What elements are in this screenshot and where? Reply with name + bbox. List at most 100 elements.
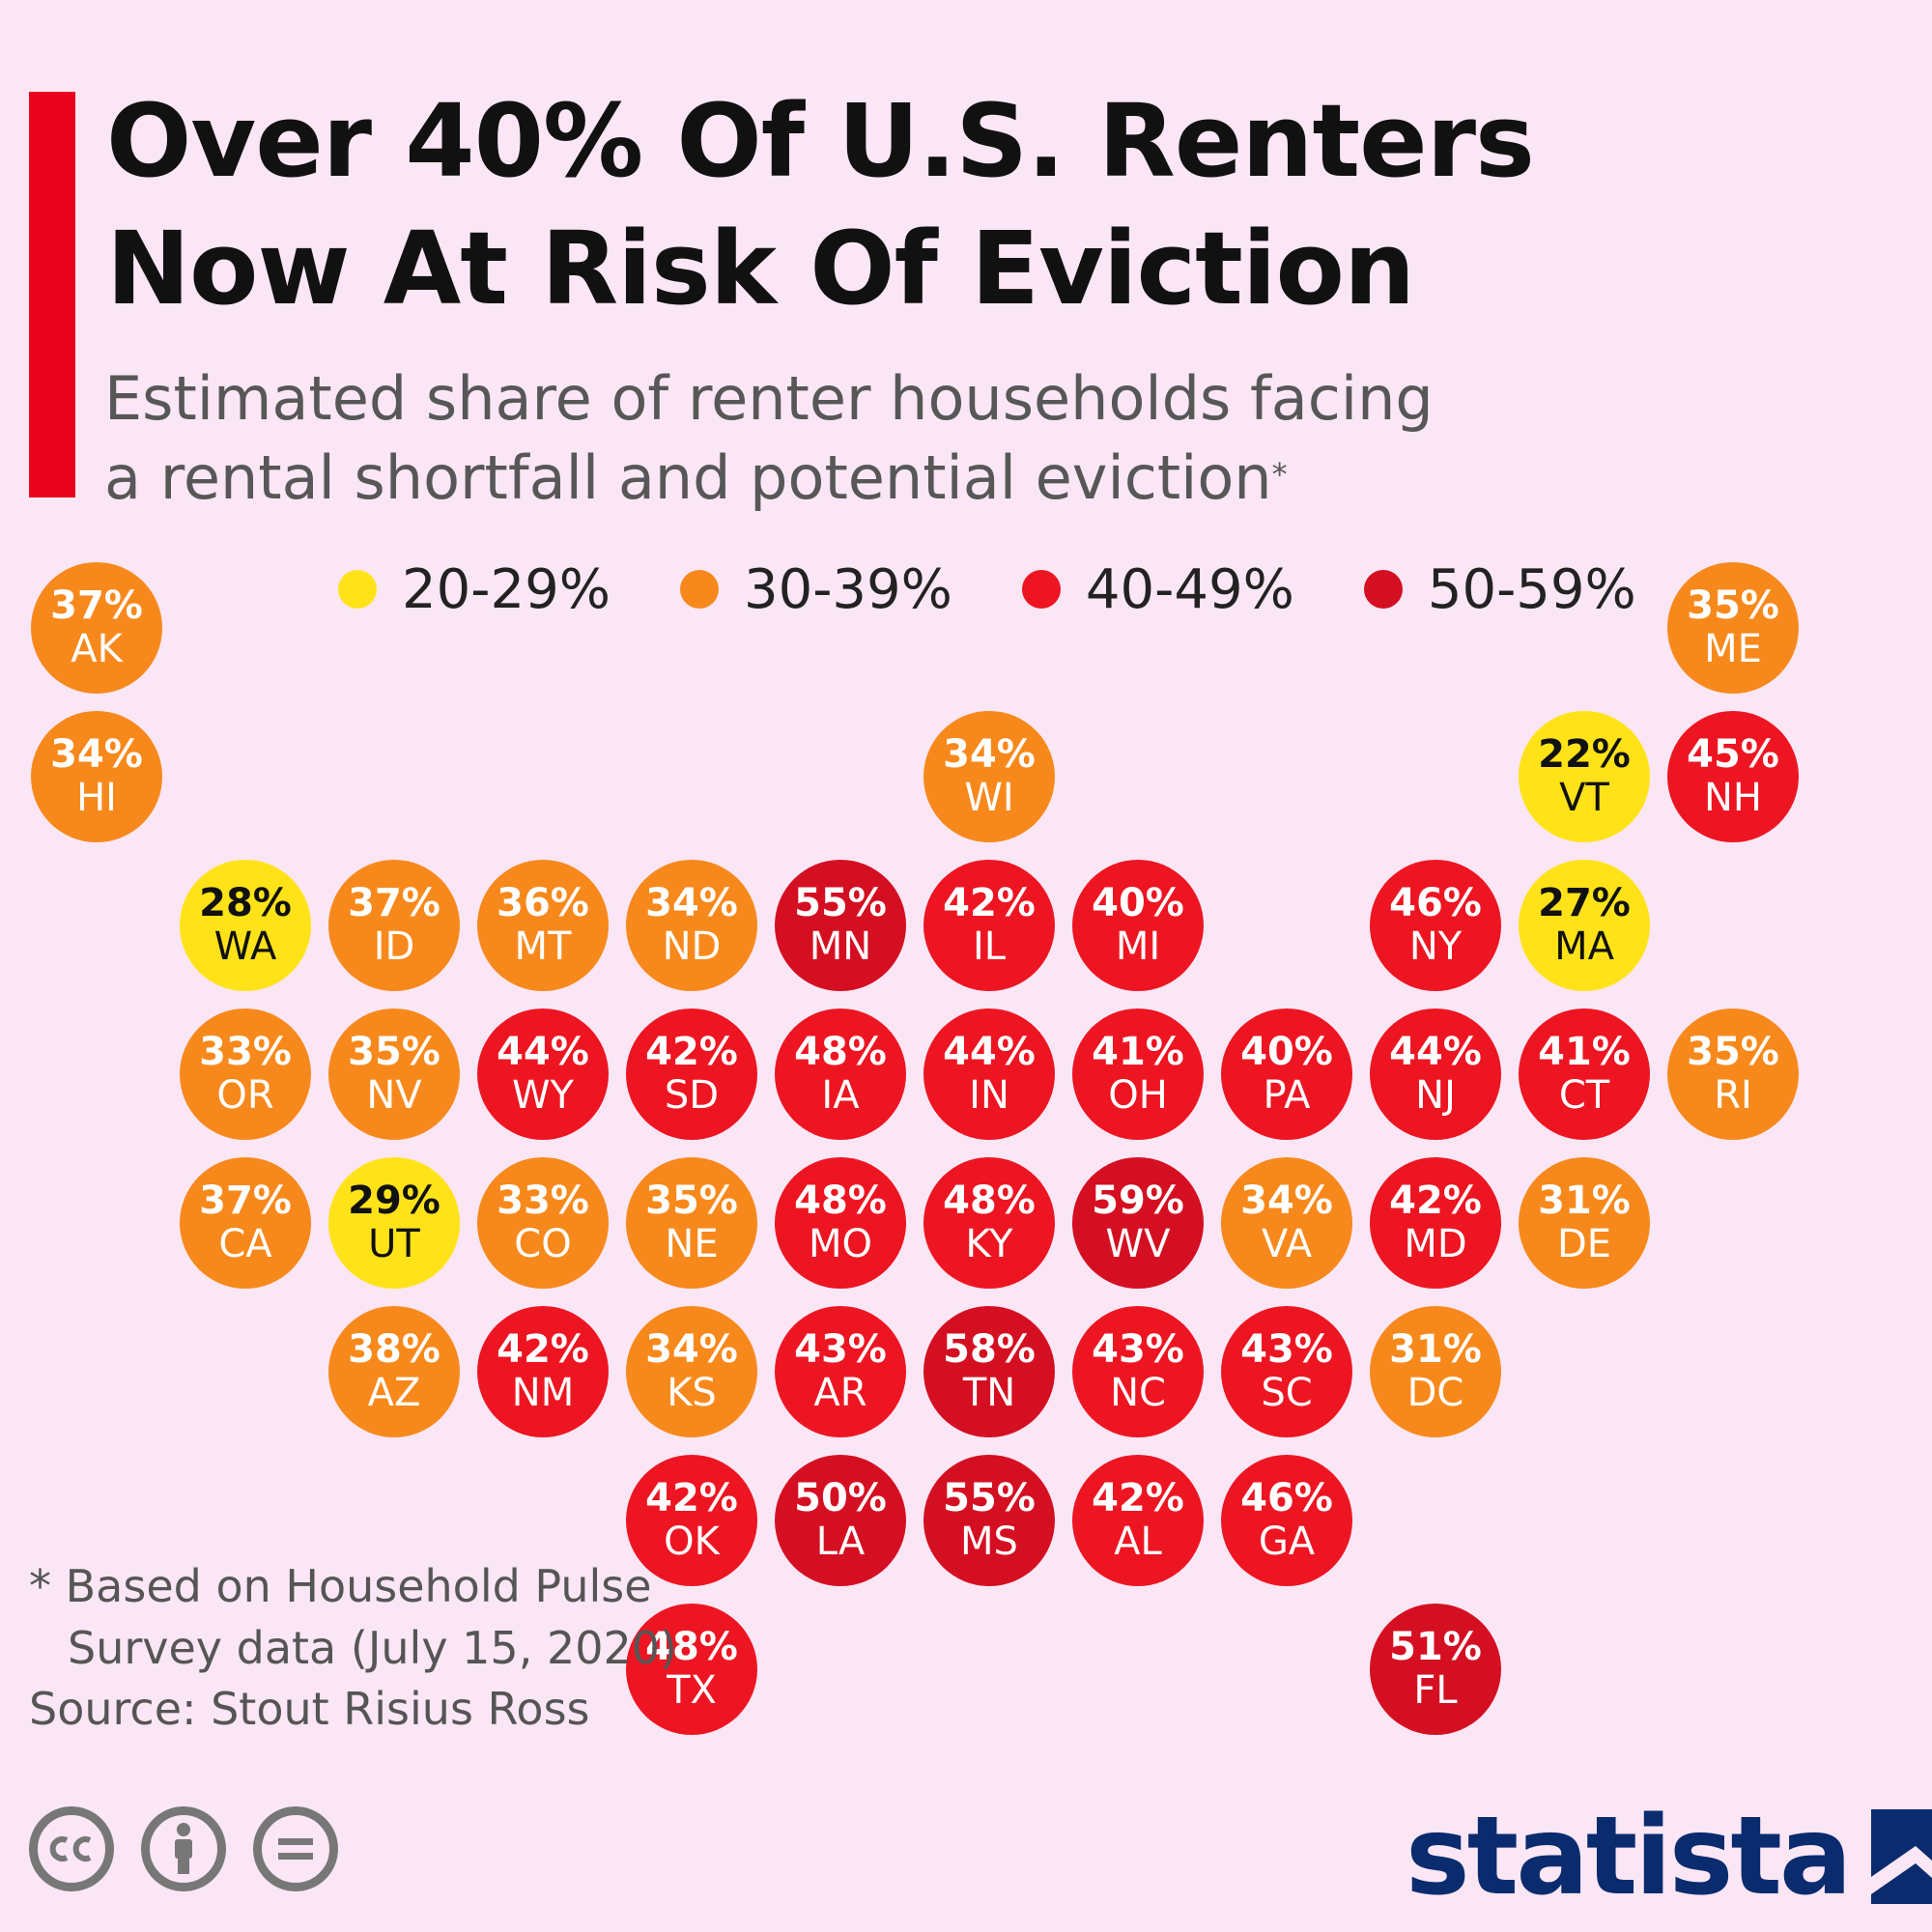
title-line-1: Over 40% Of U.S. Renters <box>106 82 1535 200</box>
state-tile-ri: 35% RI <box>1667 1009 1799 1140</box>
state-tile-vt: 22% VT <box>1519 711 1650 842</box>
state-value: 44% <box>497 1030 589 1074</box>
state-tile-ok: 42% OK <box>626 1455 757 1586</box>
state-value: 34% <box>645 1327 738 1372</box>
legend-dot-50-59 <box>1363 570 1403 609</box>
subtitle: Estimated share of renter households fac… <box>104 359 1434 518</box>
state-value: 46% <box>1240 1476 1333 1520</box>
state-tile-me: 35% ME <box>1667 562 1799 694</box>
state-tile-oh: 41% OH <box>1072 1009 1204 1140</box>
state-tile-nh: 45% NH <box>1667 711 1799 842</box>
state-tile-nd: 34% ND <box>626 860 757 991</box>
state-value: 46% <box>1389 881 1482 925</box>
state-tile-tn: 58% TN <box>923 1306 1055 1437</box>
state-abbr: CT <box>1558 1073 1610 1118</box>
state-value: 42% <box>1092 1476 1184 1520</box>
no-derivatives-icon[interactable] <box>253 1806 338 1891</box>
state-value: 37% <box>348 881 440 925</box>
state-abbr: AL <box>1114 1520 1162 1564</box>
state-value: 48% <box>794 1030 887 1074</box>
state-value: 35% <box>645 1179 738 1223</box>
state-abbr: UT <box>368 1222 420 1266</box>
state-value: 42% <box>943 881 1036 925</box>
attribution-icon[interactable] <box>141 1806 226 1891</box>
state-tile-or: 33% OR <box>180 1009 311 1140</box>
state-value: 42% <box>497 1327 589 1372</box>
state-tile-ar: 43% AR <box>775 1306 906 1437</box>
state-value: 58% <box>943 1327 1036 1372</box>
state-value: 37% <box>50 583 143 628</box>
state-abbr: NE <box>665 1222 719 1266</box>
state-abbr: NJ <box>1415 1073 1456 1118</box>
state-tile-id: 37% ID <box>328 860 460 991</box>
state-abbr: OH <box>1108 1073 1168 1118</box>
state-abbr: VT <box>1559 776 1609 820</box>
state-tile-de: 31% DE <box>1519 1157 1650 1289</box>
state-tile-sd: 42% SD <box>626 1009 757 1140</box>
legend-item-40-49: 40-49% <box>1021 557 1294 621</box>
state-abbr: ME <box>1704 627 1762 671</box>
state-value: 37% <box>199 1179 292 1223</box>
state-abbr: MI <box>1115 924 1161 969</box>
state-value: 42% <box>1389 1179 1482 1223</box>
state-value: 45% <box>1687 732 1779 777</box>
state-abbr: WY <box>512 1073 574 1118</box>
state-abbr: AR <box>813 1371 867 1415</box>
state-tile-ia: 48% IA <box>775 1009 906 1140</box>
state-value: 28% <box>199 881 292 925</box>
state-value: 55% <box>943 1476 1036 1520</box>
state-abbr: SD <box>664 1073 720 1118</box>
subtitle-line-2: a rental shortfall and potential evictio… <box>104 439 1434 518</box>
state-tile-wi: 34% WI <box>923 711 1055 842</box>
state-tile-co: 33% CO <box>477 1157 609 1289</box>
state-tile-in: 44% IN <box>923 1009 1055 1140</box>
state-abbr: HI <box>76 776 117 820</box>
title-line-2: Now At Risk Of Eviction <box>106 210 1415 327</box>
state-tile-mn: 55% MN <box>775 860 906 991</box>
footnote-line-1: * Based on Household Pulse <box>29 1560 652 1612</box>
state-value: 33% <box>199 1030 292 1074</box>
state-value: 44% <box>1389 1030 1482 1074</box>
state-value: 22% <box>1538 732 1631 777</box>
page-title: Over 40% Of U.S. Renters Now At Risk Of … <box>106 77 1535 332</box>
state-abbr: AK <box>71 627 123 671</box>
state-value: 34% <box>50 732 143 777</box>
state-tile-wv: 59% WV <box>1072 1157 1204 1289</box>
state-abbr: WI <box>964 776 1014 820</box>
state-value: 35% <box>1687 1030 1779 1074</box>
state-value: 41% <box>1538 1030 1631 1074</box>
legend-label-20-29: 20-29% <box>402 557 611 621</box>
state-abbr: LA <box>815 1520 866 1564</box>
state-value: 31% <box>1538 1179 1631 1223</box>
legend-label-30-39: 30-39% <box>743 557 952 621</box>
state-tile-ut: 29% UT <box>328 1157 460 1289</box>
subtitle-footnote-mark: * <box>1271 456 1288 493</box>
cc-icon[interactable] <box>29 1806 114 1891</box>
footnote: * Based on Household Pulse Survey data (… <box>29 1555 677 1679</box>
state-abbr: IA <box>821 1073 860 1118</box>
legend-dot-30-39 <box>679 570 719 609</box>
state-tile-ct: 41% CT <box>1519 1009 1650 1140</box>
state-tile-sc: 43% SC <box>1221 1306 1352 1437</box>
state-tile-ny: 46% NY <box>1370 860 1501 991</box>
state-value: 51% <box>1389 1625 1482 1669</box>
subtitle-line-1: Estimated share of renter households fac… <box>104 363 1434 434</box>
state-value: 42% <box>645 1030 738 1074</box>
state-abbr: IL <box>972 924 1007 969</box>
state-tile-pa: 40% PA <box>1221 1009 1352 1140</box>
state-value: 27% <box>1538 881 1631 925</box>
state-tile-nj: 44% NJ <box>1370 1009 1501 1140</box>
state-value: 29% <box>348 1179 440 1223</box>
state-tile-il: 42% IL <box>923 860 1055 991</box>
state-abbr: VA <box>1261 1222 1313 1266</box>
state-value: 31% <box>1389 1327 1482 1372</box>
state-tile-ne: 35% NE <box>626 1157 757 1289</box>
state-tile-tx: 48% TX <box>626 1604 757 1735</box>
state-value: 42% <box>645 1476 738 1520</box>
state-tile-la: 50% LA <box>775 1455 906 1586</box>
state-tile-ma: 27% MA <box>1519 860 1650 991</box>
legend-label-40-49: 40-49% <box>1085 557 1294 621</box>
state-value: 33% <box>497 1179 589 1223</box>
state-tile-ks: 34% KS <box>626 1306 757 1437</box>
state-tile-nc: 43% NC <box>1072 1306 1204 1437</box>
